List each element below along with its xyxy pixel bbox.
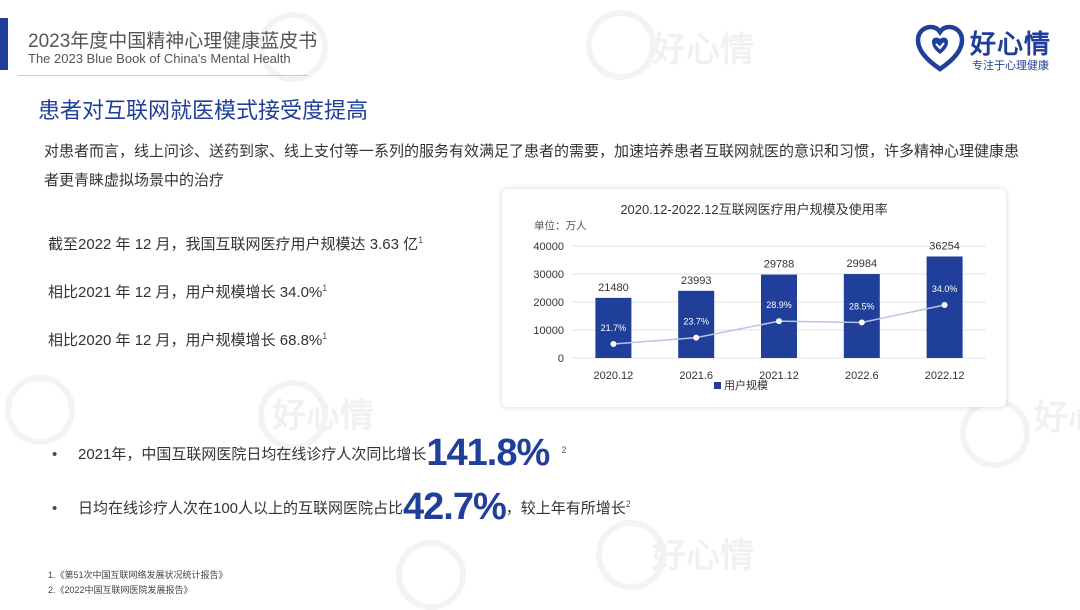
footnote-item: 2.《2022中国互联网医院发展报告》 [48, 585, 193, 595]
chart-rate-point [941, 302, 948, 308]
chart-ytick-label: 20000 [533, 297, 564, 309]
chart-ytick-label: 0 [558, 353, 564, 365]
chart-ytick-label: 30000 [533, 269, 564, 281]
brand-logo: 好心情 专注于心理健康 [914, 20, 1064, 76]
section-title: 患者对互联网就医模式接受度提高 [38, 98, 369, 123]
bullet-symbol: • [52, 446, 58, 463]
chart-ytick-label: 40000 [533, 241, 564, 253]
chart-rate-line [610, 302, 948, 347]
header-divider [18, 75, 308, 76]
stat-text: 相比2020 年 12 月，用户规模增长 68.8% [48, 332, 323, 349]
chart-rate-point [776, 318, 782, 325]
logo-name: 好心情 [970, 29, 1052, 59]
heart-icon [915, 24, 965, 72]
chart-bar [678, 290, 715, 358]
watermark-logo-icon [960, 398, 1030, 468]
header-accent-bar [0, 18, 8, 70]
chart-rate-point [610, 341, 617, 347]
highlight-number: 42.7% [403, 486, 507, 528]
bullet-footnote-ref: 2 [561, 445, 567, 455]
chart-bar-value-label: 23993 [681, 275, 712, 287]
chart-bar [761, 274, 797, 358]
footnote-item: 1.《第51次中国互联网络发展状况统计报告》 [48, 570, 228, 580]
chart-rate-label: 23.7% [683, 317, 709, 327]
report-title: 2023年度中国精神心理健康蓝皮书 [28, 31, 318, 52]
bullet-text: 2021年，中国互联网医院日均在线诊疗人次同比增长 [78, 446, 427, 463]
chart-ytick-label: 10000 [533, 325, 564, 337]
chart-category-label: 2022.6 [845, 370, 879, 382]
chart-rate-point [858, 319, 865, 326]
chart-bar-value-label: 21480 [598, 282, 629, 294]
chart-category-label: 2021.12 [759, 370, 799, 382]
stat-text: 相比2021 年 12 月，用户规模增长 34.0% [48, 284, 323, 301]
bullet-item: • 日均在线诊疗人次在100人以上的互联网医院占比42.7%，较上年有所增长2 [52, 486, 631, 529]
chart-bar [843, 274, 880, 358]
watermark-text: 好心情 [652, 536, 754, 576]
chart-legend-label: 用户规模 [724, 378, 768, 392]
bullet-symbol: • [52, 500, 58, 517]
watermark-text: 好心情 [652, 30, 754, 70]
chart-labels: 0 10000 20000 30000 40000 21480 2020.12 21.7% 23… [533, 240, 964, 382]
chart-legend-swatch [714, 382, 721, 389]
chart-rate-label: 28.9% [766, 300, 792, 310]
bullet-text: 日均在线诊疗人次在100人以上的互联网医院占比 [78, 500, 404, 517]
chart-rate-point [693, 334, 700, 341]
watermark-logo-icon [396, 540, 466, 610]
chart-rate-label: 21.7% [601, 323, 627, 333]
stat-item: 截至2022 年 12 月，我国互联网医疗用户规模达 3.63 亿1 [48, 233, 423, 254]
user-scale-chart: 2020.12-2022.12互联网医疗用户规模及使用率 单位：万人 0 1000… [533, 202, 986, 392]
chart-unit-label: 单位：万人 [534, 219, 587, 232]
stat-footnote-ref: 1 [322, 331, 328, 341]
bullet-text-after: ，较上年有所增长 [505, 500, 626, 517]
report-subtitle: The 2023 Blue Book of China's Mental Hea… [28, 51, 291, 66]
stat-item: 相比2020 年 12 月，用户规模增长 68.8%1 [48, 329, 327, 350]
chart-rate-label: 28.5% [849, 301, 875, 311]
chart-rate-label: 34.0% [932, 284, 958, 294]
footnotes: 1.《第51次中国互联网络发展状况统计报告》 2.《2022中国互联网医院发展报… [48, 568, 228, 598]
highlight-number: 141.8% [426, 432, 550, 474]
stat-item: 相比2021 年 12 月，用户规模增长 34.0%1 [48, 281, 327, 302]
bullet-item: • 2021年，中国互联网医院日均在线诊疗人次同比增长141.8% 2 [52, 432, 566, 475]
chart-bar [595, 297, 632, 358]
chart-bar-value-label: 29984 [847, 258, 878, 270]
watermark-logo-icon [596, 520, 666, 590]
chart-category-label: 2021.6 [679, 370, 713, 382]
chart-category-label: 2020.12 [594, 370, 634, 382]
chart-card: 2020.12-2022.12互联网医疗用户规模及使用率 单位：万人 0 1000… [502, 189, 1006, 407]
stat-text: 截至2022 年 12 月，我国互联网医疗用户规模达 3.63 亿 [48, 236, 419, 253]
watermark-logo-icon [586, 10, 656, 80]
bullet-footnote-ref: 2 [625, 499, 631, 509]
logo-slogan: 专注于心理健康 [972, 60, 1049, 72]
stat-footnote-ref: 1 [418, 235, 424, 245]
chart-bar-value-label: 36254 [929, 240, 960, 252]
intro-paragraph: 对患者而言，线上问诊、送药到家、线上支付等一系列的服务有效满足了患者的需要，加速… [44, 143, 1020, 189]
chart-category-label: 2022.12 [925, 370, 965, 382]
chart-bar-value-label: 29788 [764, 259, 795, 271]
stat-footnote-ref: 1 [322, 283, 328, 293]
watermark-text: 好心情 [272, 396, 374, 436]
chart-title: 2020.12-2022.12互联网医疗用户规模及使用率 [620, 202, 887, 217]
chart-legend: 用户规模 [714, 378, 768, 392]
watermark-text: 好心情 [1034, 398, 1080, 438]
